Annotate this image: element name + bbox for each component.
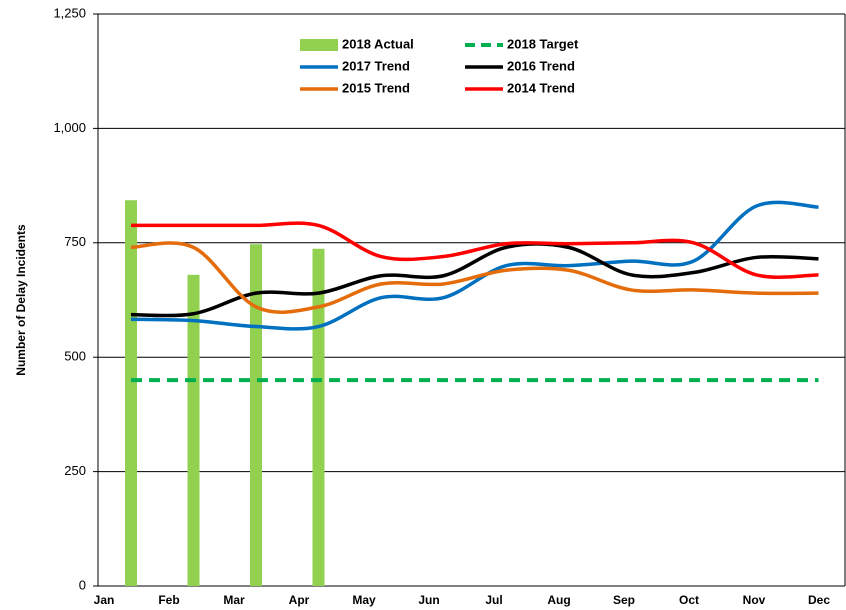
- bar: [187, 274, 200, 586]
- y-tick-label: 1,250: [53, 5, 86, 20]
- x-tick-label: May: [352, 593, 376, 607]
- bar: [250, 244, 262, 587]
- legend-label: 2018 Target: [507, 36, 579, 51]
- x-tick-label: Dec: [808, 593, 830, 607]
- legend-label: 2016 Trend: [507, 58, 575, 73]
- x-tick-label: Aug: [547, 593, 570, 607]
- x-tick-label: Apr: [289, 593, 310, 607]
- legend-label: 2015 Trend: [342, 80, 410, 95]
- y-tick-label: 750: [64, 234, 86, 249]
- trend-line: [130, 200, 819, 331]
- x-tick-label: Sep: [613, 593, 635, 607]
- legend-label: 2017 Trend: [342, 58, 410, 73]
- x-tick-label: Jul: [485, 593, 502, 607]
- trend-line: [130, 221, 819, 279]
- x-tick-label: Mar: [223, 593, 245, 607]
- bar: [125, 200, 137, 586]
- y-tick-label: 250: [64, 463, 86, 478]
- trend-line: [130, 241, 819, 314]
- legend-label: 2018 Actual: [342, 36, 414, 51]
- x-tick-label: Jun: [418, 593, 439, 607]
- y-tick-label: 1,000: [53, 120, 86, 135]
- bar: [312, 248, 325, 587]
- x-tick-label: Feb: [158, 593, 179, 607]
- legend-label: 2014 Trend: [507, 80, 575, 95]
- y-tick-label: 500: [64, 349, 86, 364]
- y-tick-label: 0: [79, 577, 86, 592]
- x-tick-label: Oct: [679, 593, 699, 607]
- y-axis-label: Number of Delay Incidents: [14, 224, 28, 376]
- x-tick-label: Nov: [743, 593, 766, 607]
- trend-line: [130, 242, 819, 318]
- legend-swatch: [300, 39, 338, 51]
- x-tick-label: Jan: [94, 593, 115, 607]
